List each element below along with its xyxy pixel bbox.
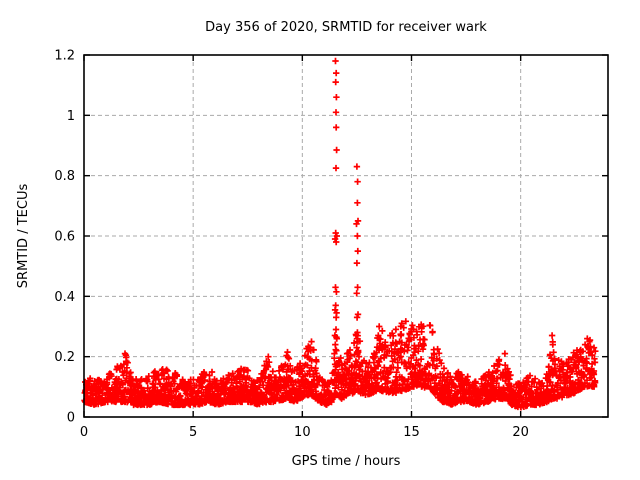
- tick-labels: 0 5 10 15 20 0 0.2 0.4 0.6 0.8 1 1.2: [54, 49, 529, 441]
- x-tick-label: 20: [512, 425, 529, 440]
- y-tick-label: 1: [67, 109, 75, 124]
- x-tick-label: 10: [294, 425, 311, 440]
- data-points: [81, 57, 599, 411]
- y-tick-label: 0.2: [54, 350, 75, 365]
- chart-title: Day 356 of 2020, SRMTID for receiver war…: [205, 20, 487, 35]
- y-tick-label: 0.4: [54, 290, 75, 305]
- scatter-plus-markers: [81, 57, 599, 411]
- y-tick-label: 1.2: [54, 49, 75, 64]
- y-tick-label: 0: [67, 411, 75, 426]
- y-axis-label: SRMTID / TECUs: [16, 184, 31, 289]
- x-tick-label: 5: [189, 425, 197, 440]
- axis-ticks: [83, 54, 608, 418]
- x-tick-label: 15: [403, 425, 420, 440]
- x-tick-label: 0: [80, 425, 88, 440]
- y-tick-label: 0.6: [54, 230, 75, 245]
- x-axis-label: GPS time / hours: [292, 454, 401, 469]
- y-tick-label: 0.8: [54, 169, 75, 184]
